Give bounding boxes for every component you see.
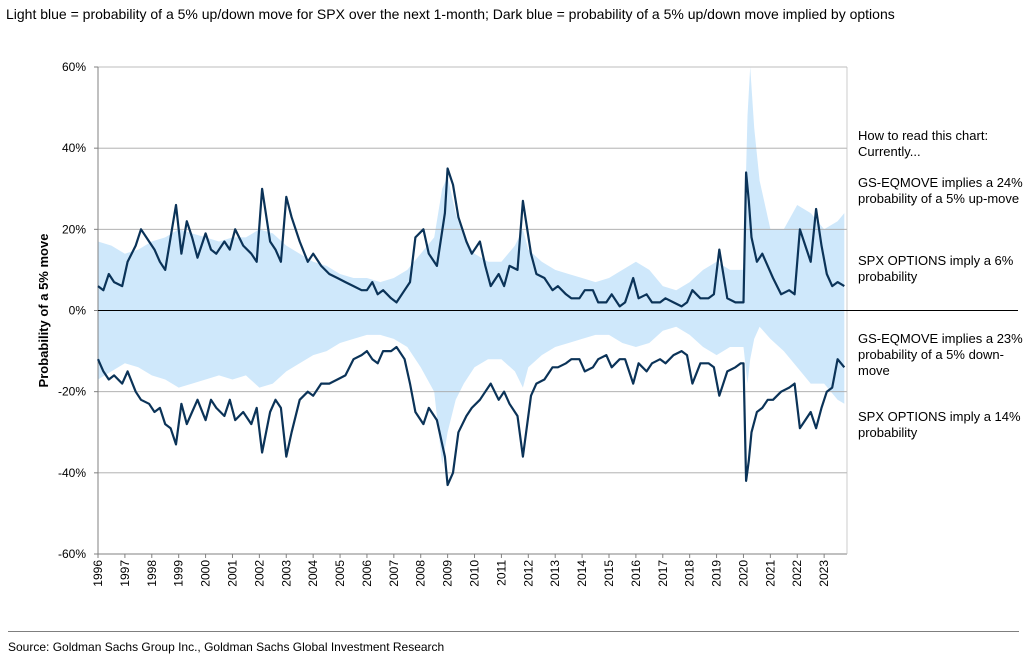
x-tick-label: 2008 xyxy=(414,560,428,587)
x-tick-label: 2004 xyxy=(306,560,320,587)
x-tick-label: 2010 xyxy=(468,560,482,587)
x-tick-label: 2005 xyxy=(333,560,347,587)
x-tick-label: 2006 xyxy=(360,560,374,587)
annotation-how-to-read: How to read this chart: Currently... xyxy=(858,128,989,159)
annotation-down-options: SPX OPTIONS imply a 14% probability xyxy=(858,409,1021,440)
x-tick-label: 2011 xyxy=(494,560,508,586)
x-tick-label: 2018 xyxy=(683,560,697,587)
x-tick-label: 2020 xyxy=(736,560,750,587)
source-note: Source: Goldman Sachs Group Inc., Goldma… xyxy=(8,640,445,654)
x-tick-label: 2022 xyxy=(790,560,804,587)
x-tick-label: 2000 xyxy=(199,560,213,587)
x-tick-label: 2019 xyxy=(710,560,724,587)
x-tick-label: 1999 xyxy=(172,560,186,587)
model-up-area xyxy=(98,67,845,311)
y-tick-label: 60% xyxy=(62,60,86,74)
x-tick-label: 1997 xyxy=(118,560,132,587)
x-tick-label: 1996 xyxy=(91,560,105,587)
x-tick-label: 2012 xyxy=(521,560,535,587)
options-down-line xyxy=(96,345,846,487)
x-tick-label: 1998 xyxy=(145,560,159,587)
x-tick-label: 2009 xyxy=(441,560,455,587)
y-tick-label: -20% xyxy=(58,385,86,399)
source-divider xyxy=(8,631,1019,632)
options-up-line xyxy=(97,167,845,308)
y-axis-title: Probability of a 5% move xyxy=(36,234,51,388)
x-tick-label: 2003 xyxy=(279,560,293,587)
y-tick-label: 0% xyxy=(69,304,87,318)
chart-subtitle: Light blue = probability of a 5% up/down… xyxy=(6,6,895,22)
x-tick-label: 2021 xyxy=(763,560,777,587)
y-tick-label: -40% xyxy=(58,466,86,480)
x-tick-label: 2002 xyxy=(252,560,266,587)
x-tick-label: 2016 xyxy=(629,560,643,587)
x-tick-label: 2013 xyxy=(548,560,562,587)
x-tick-label: 2014 xyxy=(575,560,589,587)
model-down-area xyxy=(98,310,845,465)
annotation-down-model: GS-EQMOVE implies a 23% probability of a… xyxy=(858,331,1023,378)
x-tick-label: 2001 xyxy=(225,560,239,587)
x-tick-label: 2015 xyxy=(602,560,616,587)
y-tick-label: 20% xyxy=(62,222,86,236)
annotation-up-model: GS-EQMOVE implies a 24% probability of a… xyxy=(858,175,1023,206)
y-tick-label: -60% xyxy=(58,547,86,561)
annotation-up-options: SPX OPTIONS imply a 6% probability xyxy=(858,253,1014,284)
x-tick-label: 2017 xyxy=(656,560,670,587)
x-tick-label: 2007 xyxy=(387,560,401,587)
x-tick-label: 2023 xyxy=(817,560,831,587)
y-tick-label: 40% xyxy=(62,141,86,155)
